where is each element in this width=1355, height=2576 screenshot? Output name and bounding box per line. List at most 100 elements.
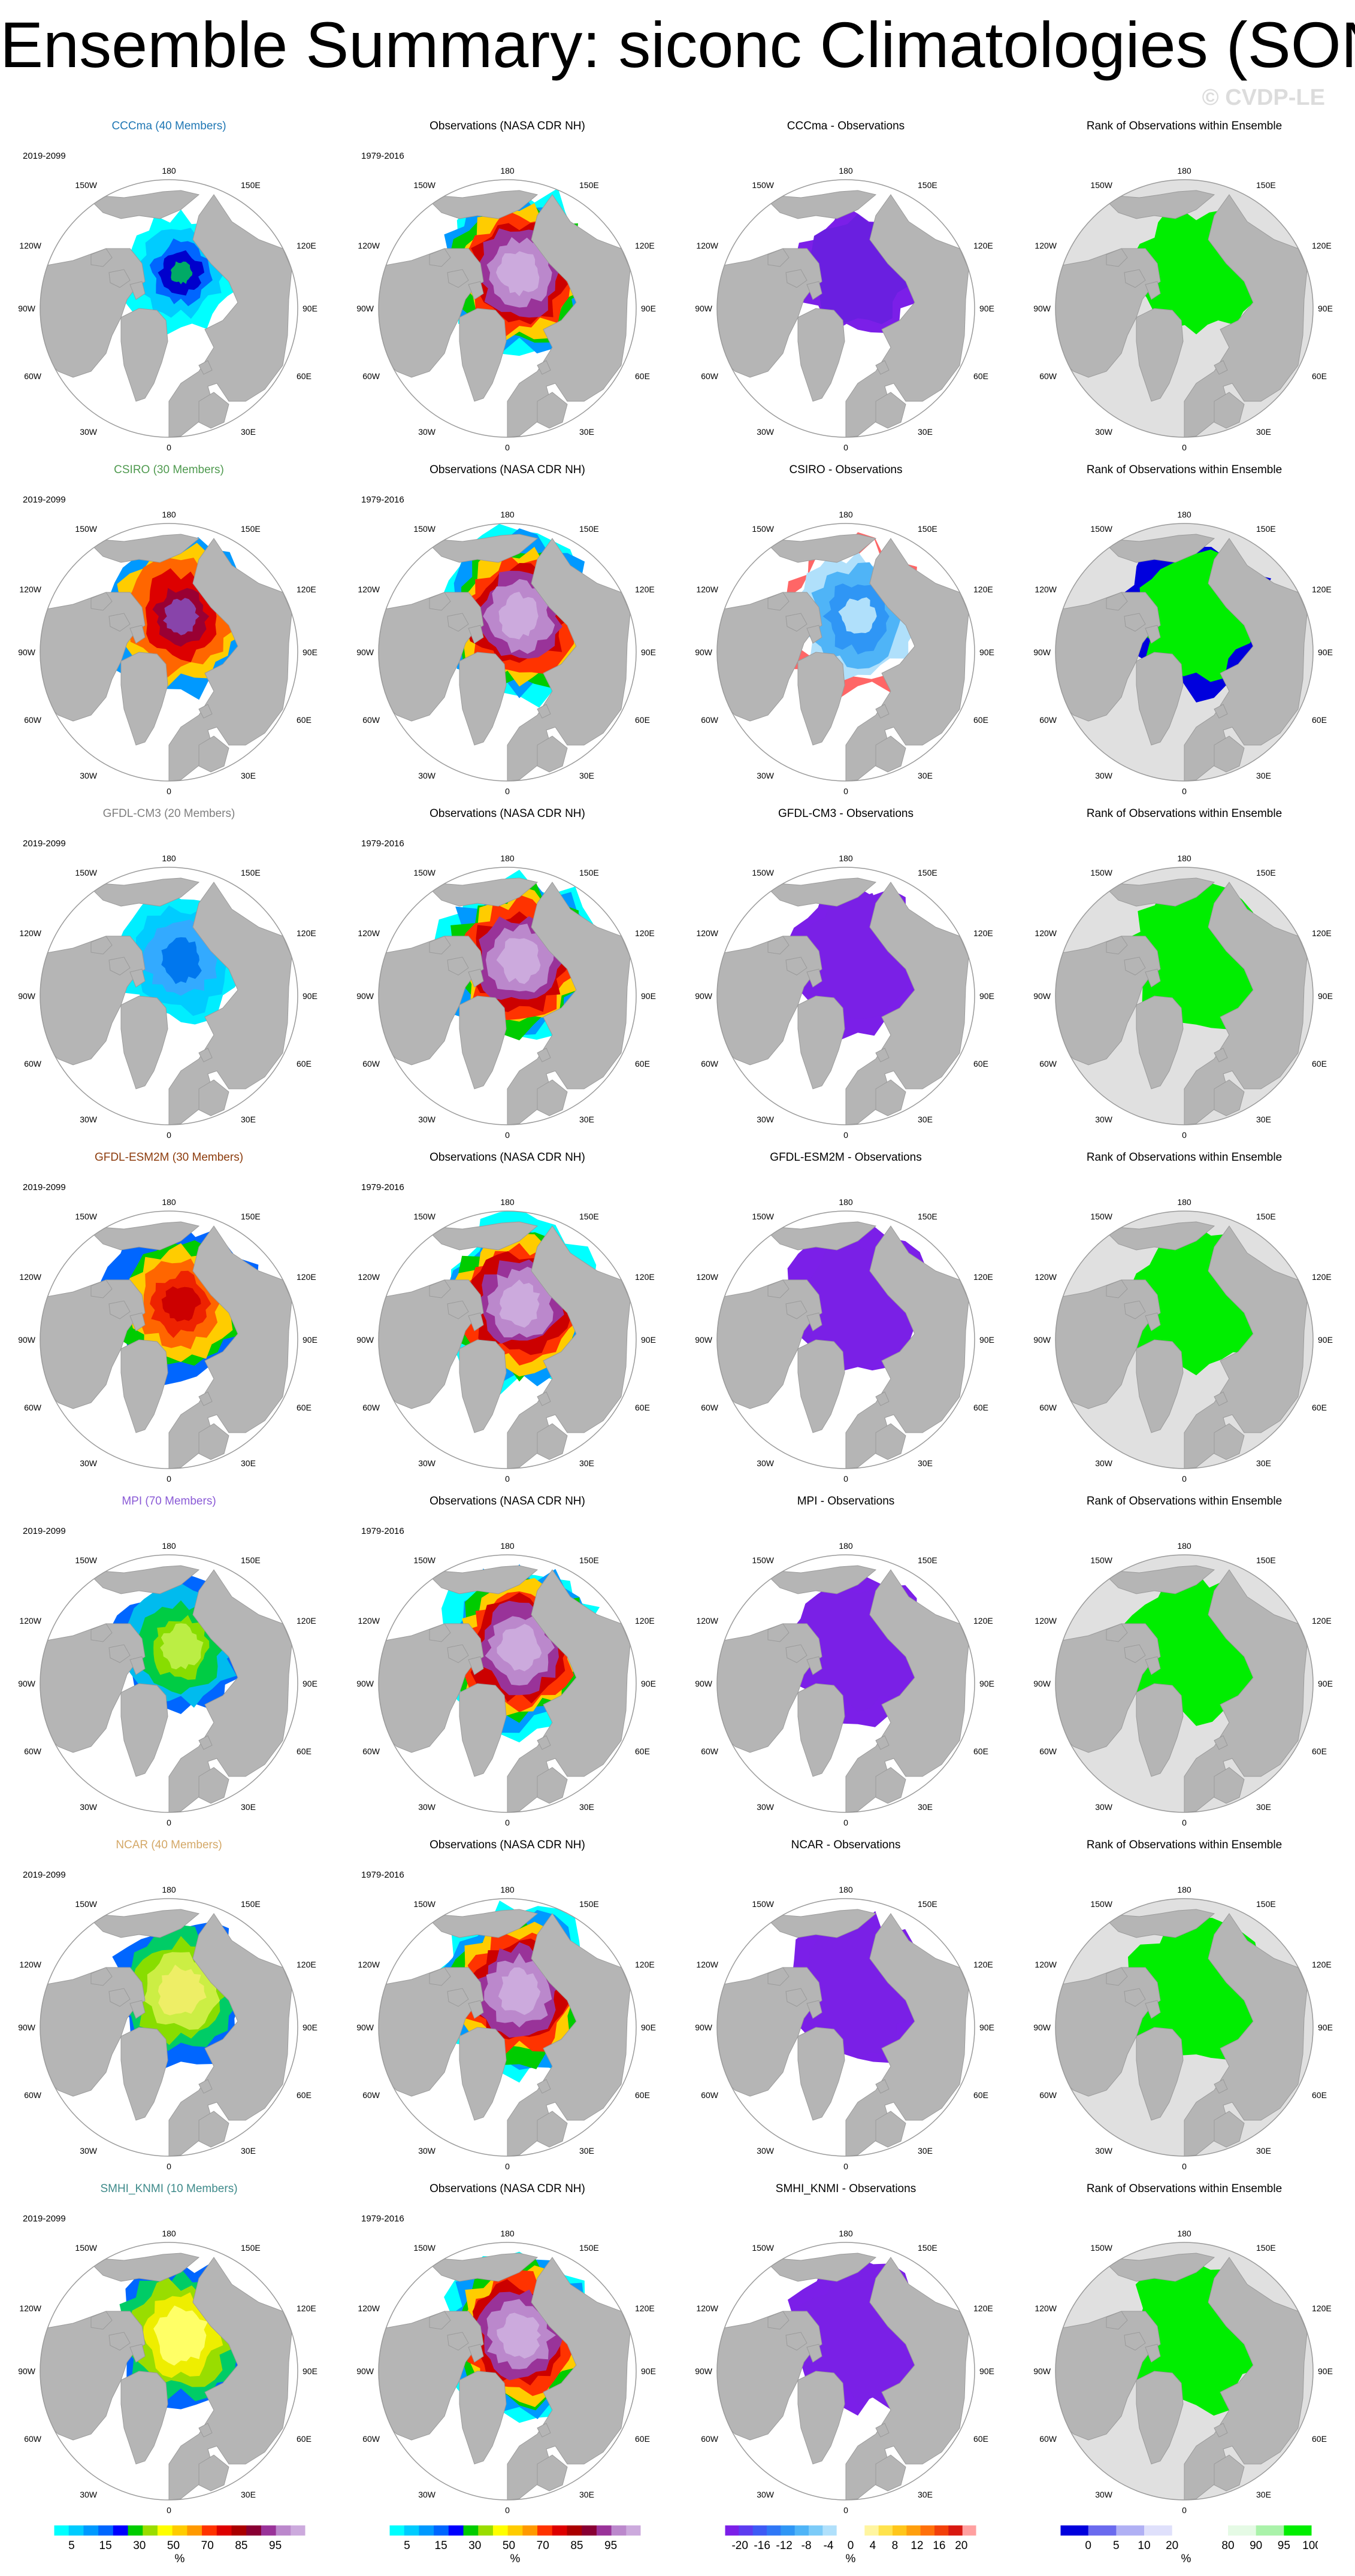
model-period-label: 2019-2099 [23,839,66,849]
lon-label-ur1: 150E [241,868,261,877]
lon-label-ul2: 120W [1035,1616,1057,1625]
lon-label-lr1: 60E [1312,715,1327,725]
land-mask [1055,1909,1308,2156]
colorbar-tick-label: 0 [848,2539,854,2552]
lon-label-bottom: 0 [167,2162,171,2171]
colorbar-tick-label: 15 [99,2539,112,2552]
map-boundary [716,179,975,438]
lon-label-lr1: 60E [297,1059,311,1068]
lon-label-lr2: 30E [918,771,933,780]
lon-label-left: 90W [18,304,36,313]
lon-label-ul1: 150W [413,180,435,190]
lon-label-ul1: 150W [752,868,774,877]
lon-label-right: 90E [979,304,994,313]
lon-label-ul2: 120W [1035,1960,1057,1969]
lon-label-ll1: 60W [362,715,380,725]
lon-label-lr1: 60E [1312,2434,1327,2444]
lon-label-ul1: 150W [75,2243,97,2253]
map-boundary [378,867,637,1125]
land-mask [40,877,292,1125]
lon-label-top: 180 [500,853,515,863]
lon-label-ul2: 120W [696,1960,718,1969]
lon-label-ur1: 150E [579,1555,599,1565]
model-period-label: 2019-2099 [23,495,66,505]
lon-label-ur1: 150E [241,180,261,190]
lon-label-ul2: 120W [696,241,718,250]
lon-label-left: 90W [1033,647,1051,657]
land-mask [40,534,292,781]
lon-label-ur1: 150E [1256,1899,1276,1909]
diff-panel-title: GFDL-ESM2M - Observations [770,1151,922,1164]
colorbar-swatch [276,2525,291,2536]
lon-label-bottom: 0 [1182,786,1187,796]
lon-label-ur2: 120E [973,241,993,250]
lon-label-ur1: 150E [918,1899,937,1909]
lon-label-ll2: 30W [1095,1802,1113,1812]
lon-label-lr2: 30E [1256,2490,1271,2499]
lon-label-lr2: 30E [918,427,933,437]
rank-panel-title: Rank of Observations within Ensemble [1086,807,1283,820]
model-panel: 180 0 90W 90E 150W 120W 150E 120E 60W 30W 60E 30E CC… [1,120,337,464]
diff-panel-title: GFDL-CM3 - Observations [778,807,914,820]
obs-map-field [379,1555,636,1812]
rank-panel-title: Rank of Observations within Ensemble [1086,2183,1283,2195]
diff-panel: 180 0 90W 90E 150W 120W 150E 120E 60W 30W 60E 30E CS… [678,464,1014,808]
lon-label-bottom: 0 [505,443,510,452]
lon-label-lr2: 30E [1256,427,1271,437]
map-boundary [1055,1898,1314,2157]
map-boundary [716,523,975,782]
lon-label-ll1: 60W [24,1403,42,1412]
lon-label-ll1: 60W [1039,2090,1057,2100]
lon-label-right: 90E [303,1335,317,1345]
colorbar-tick-label: 4 [870,2539,876,2552]
rank-panel-title: Rank of Observations within Ensemble [1086,1495,1283,1508]
colorbar-swatch [172,2525,187,2536]
land-mask [717,190,969,437]
lon-label-lr1: 60E [973,1059,988,1068]
colorbar-swatch [478,2525,494,2536]
model-panel: 180 0 90W 90E 150W 120W 150E 120E 60W 30W 60E 30E NC… [1,1839,337,2183]
lon-label-ll2: 30W [757,1115,775,1124]
rank-panel: 180 0 90W 90E 150W 120W 150E 120E 60W 30W 60E 30E Ra… [1017,807,1352,1152]
lon-label-top: 180 [839,853,853,863]
lon-label-ur1: 150E [241,524,261,534]
lon-label-ll2: 30W [418,771,436,780]
land-mask [1055,190,1308,437]
land-mask [717,2253,969,2500]
lon-label-ll1: 60W [362,1403,380,1412]
lon-label-ur1: 150E [1256,524,1276,534]
lon-label-right: 90E [1318,2366,1333,2376]
lon-label-ll1: 60W [362,371,380,381]
lon-label-lr2: 30E [241,2490,256,2499]
lon-label-ul2: 120W [19,2303,41,2313]
colorbar-unit: % [1181,2553,1191,2565]
map-boundary [40,867,298,1125]
lon-label-ul1: 150W [752,1555,774,1565]
colorbar-swatch [54,2525,69,2536]
lon-label-right: 90E [979,1335,994,1345]
lon-label-ur2: 120E [973,928,993,938]
lon-label-left: 90W [1033,1335,1051,1345]
lon-label-right: 90E [979,1679,994,1688]
model-panel: 180 0 90W 90E 150W 120W 150E 120E 60W 30W 60E 30E MP… [1,1495,337,1839]
obs-period-label: 1979-2016 [361,495,404,505]
lon-label-top: 180 [839,510,853,519]
obs-panel: 180 0 90W 90E 150W 120W 150E 120E 60W 30W 60E 30E Ob… [340,2183,675,2527]
colorbar-swatch [1060,2525,1089,2536]
lon-label-lr2: 30E [241,1458,256,1468]
lon-label-lr1: 60E [973,2090,988,2100]
land-mask [379,2253,631,2500]
model-period-label: 2019-2099 [23,1870,66,1880]
lon-label-ul2: 120W [358,1616,380,1625]
colorbar-swatch [157,2525,173,2536]
colorbar-swatch [246,2525,262,2536]
lon-label-top: 180 [1177,1885,1191,1894]
lon-label-ur1: 150E [579,180,599,190]
model-panel: 180 0 90W 90E 150W 120W 150E 120E 60W 30W 60E 30E SM… [1,2183,337,2527]
obs-panel-title: Observations (NASA CDR NH) [430,1839,585,1851]
obs-panel: 180 0 90W 90E 150W 120W 150E 120E 60W 30W 60E 30E Ob… [340,464,675,808]
lon-label-right: 90E [303,304,317,313]
lon-label-ll1: 60W [701,715,719,725]
lon-label-ur2: 120E [973,2303,993,2313]
lon-label-right: 90E [303,991,317,1001]
